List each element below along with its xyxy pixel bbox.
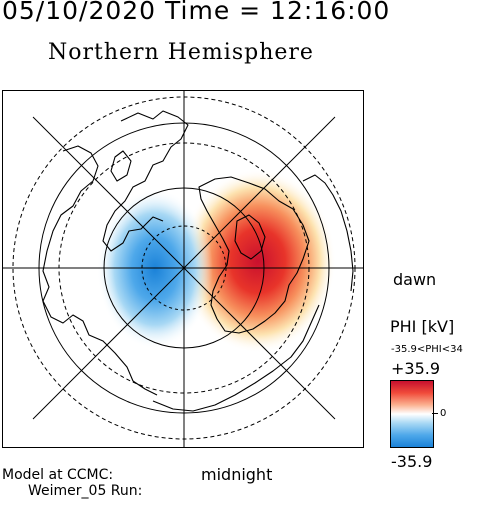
coastline-eurasia-arctic — [198, 176, 310, 334]
colorbar-min-label: -35.9 — [391, 452, 433, 471]
coastline-east — [302, 174, 354, 292]
island-group — [234, 214, 266, 260]
continent-outlines — [42, 110, 354, 412]
meridian-line — [32, 116, 336, 420]
coastline-north-america — [42, 145, 158, 396]
hemisphere-title: Northern Hemisphere — [48, 40, 314, 65]
colorbar-title: PHI [kV] — [390, 317, 455, 336]
colorbar — [390, 380, 434, 448]
coastline-americas — [102, 110, 189, 252]
colorbar-range: -35.9<PHI<34 — [391, 344, 463, 355]
meridian-lines — [3, 91, 363, 447]
island-greenland — [110, 150, 132, 182]
dawn-label: dawn — [393, 270, 437, 289]
colorbar-zero-tick — [432, 413, 438, 414]
model-credit-line1: Model at CCMC: — [2, 467, 114, 483]
polar-map — [2, 90, 364, 448]
model-credit-line2: Weimer_05 Run: — [28, 483, 143, 499]
colorbar-max-label: +35.9 — [391, 359, 441, 378]
colorbar-zero-label: 0 — [440, 408, 447, 419]
midnight-label: midnight — [201, 465, 273, 484]
date-time-title: 05/10/2020 Time = 12:16:00 — [2, 0, 391, 25]
polar-map-svg — [3, 91, 363, 447]
coastline-south — [152, 304, 320, 412]
potential-field — [97, 169, 336, 353]
